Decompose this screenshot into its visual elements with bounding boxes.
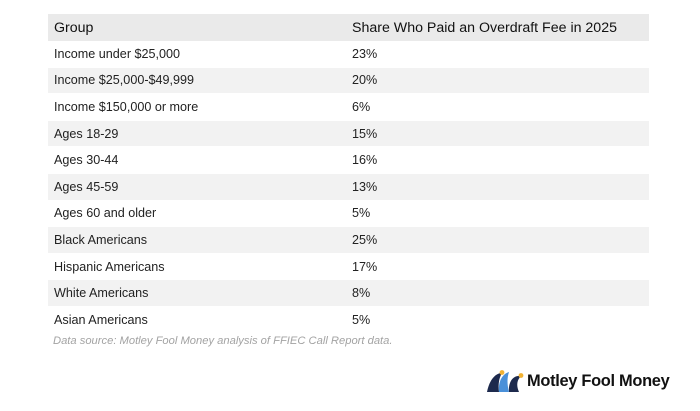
group-cell: Ages 18-29	[48, 120, 346, 148]
logo-text: Motley Fool Money	[527, 371, 670, 390]
table-row: White Americans 8%	[48, 279, 649, 307]
share-cell: 8%	[346, 279, 649, 307]
group-cell: Hispanic Americans	[48, 253, 346, 281]
motley-fool-money-logo: Motley Fool Money	[486, 368, 670, 394]
group-cell: Ages 45-59	[48, 173, 346, 201]
share-cell: 5%	[346, 200, 649, 228]
table-row: Hispanic Americans 17%	[48, 253, 649, 281]
share-cell: 25%	[346, 226, 649, 254]
table-row: Income $25,000-$49,999 20%	[48, 67, 649, 95]
jester-hat-icon	[487, 370, 524, 392]
table-row: Black Americans 25%	[48, 226, 649, 254]
data-table-container: Group Share Who Paid an Overdraft Fee in…	[48, 14, 649, 334]
group-cell: Ages 30-44	[48, 146, 346, 174]
table-row: Ages 18-29 15%	[48, 120, 649, 148]
column-header-group: Group	[48, 14, 346, 41]
group-cell: Income under $25,000	[48, 41, 346, 68]
share-cell: 5%	[346, 306, 649, 334]
header-row: Group Share Who Paid an Overdraft Fee in…	[48, 14, 649, 41]
data-source-note: Data source: Motley Fool Money analysis …	[53, 335, 393, 347]
share-cell: 15%	[346, 120, 649, 148]
share-cell: 13%	[346, 173, 649, 201]
share-cell: 17%	[346, 253, 649, 281]
group-cell: Black Americans	[48, 226, 346, 254]
share-cell: 6%	[346, 93, 649, 121]
share-cell: 23%	[346, 41, 649, 68]
group-cell: Ages 60 and older	[48, 200, 346, 228]
table-row: Ages 45-59 13%	[48, 173, 649, 201]
group-cell: White Americans	[48, 279, 346, 307]
column-header-share: Share Who Paid an Overdraft Fee in 2025	[346, 14, 649, 41]
group-cell: Income $150,000 or more	[48, 93, 346, 121]
overdraft-table: Group Share Who Paid an Overdraft Fee in…	[48, 14, 649, 334]
table-row: Ages 30-44 16%	[48, 146, 649, 174]
table-row: Income under $25,000 23%	[48, 41, 649, 68]
group-cell: Income $25,000-$49,999	[48, 67, 346, 95]
table-row: Income $150,000 or more 6%	[48, 93, 649, 121]
table-body: Income under $25,000 23% Income $25,000-$4…	[48, 41, 649, 334]
table-row: Ages 60 and older 5%	[48, 200, 649, 228]
group-cell: Asian Americans	[48, 306, 346, 334]
table-row: Asian Americans 5%	[48, 306, 649, 334]
share-cell: 20%	[346, 67, 649, 95]
share-cell: 16%	[346, 146, 649, 174]
